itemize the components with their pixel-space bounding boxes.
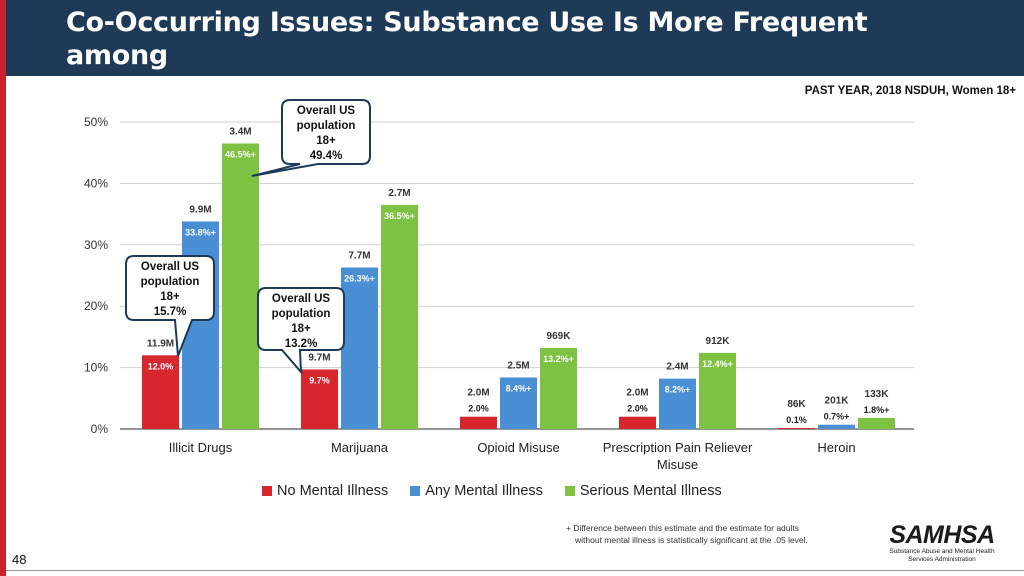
bar-count-label: 86K [787,399,806,410]
bar-percent-label: 0.7%+ [824,412,850,422]
category-label: Opioid Misuse [477,440,559,455]
legend-label: Serious Mental Illness [579,483,722,499]
bar [778,428,815,429]
bar-percent-label: 36.5%+ [384,211,415,221]
bar [301,369,338,429]
legend-item-no-mental-illness: No Mental Illness [262,483,388,499]
bar [619,416,656,429]
bar-percent-label: 2.0% [468,404,489,414]
bar-count-label: 2.0M [626,388,648,399]
bar [540,347,577,429]
chart-legend: No Mental Illness Any Mental Illness Ser… [262,483,722,499]
category-label: Marijuana [331,440,389,455]
callout-text: 15.7% [154,306,187,318]
bar-count-label: 2.7M [388,188,410,199]
title-banner [6,0,1024,76]
callout-text: 13.2% [285,338,318,350]
bar-percent-label: 9.7% [309,375,330,385]
bar-count-label: 2.4M [666,362,688,373]
title-line-2b: 18 y.o.) with Mental Illness [310,73,713,104]
category-label: Heroin [817,440,855,455]
legend-swatch [410,486,421,496]
bar-percent-label: 8.2%+ [665,385,691,395]
bar-count-label: 7.7M [348,251,370,262]
callout-bubble [125,255,215,357]
bar-count-label: 9.7M [308,352,330,363]
y-tick-label: 50% [84,115,108,129]
bar [858,417,895,429]
y-tick-label: 20% [84,299,108,313]
logo-subtitle-1: Substance Abuse and Mental Health [889,548,995,555]
bar-count-label: 3.4M [229,126,251,137]
callout-text: Overall US [141,261,199,273]
bar [659,378,696,429]
y-tick-label: 0% [91,422,109,436]
callout-text: 18+ [316,135,336,147]
bar-count-label: 201K [825,396,850,407]
callout-text: population [141,276,200,288]
bar-count-label: 9.9M [189,204,211,215]
bar-count-label: 969K [547,331,572,342]
logo-subtitle-2: Services Administration [908,556,976,563]
left-accent-bar [0,0,6,576]
bar-percent-label: 26.3%+ [344,274,375,284]
footnote-line-2: without mental illness is statistically … [575,535,808,545]
category-label: Illicit Drugs [169,440,233,455]
callout-text: population [272,308,331,320]
y-tick-label: 10% [84,361,108,375]
bar-count-label: 11.9M [147,338,174,349]
logo-wordmark: SAMHSA [889,521,995,549]
bar [460,416,497,429]
bar [699,352,736,429]
bar-percent-label: 1.8%+ [864,405,890,415]
callout-text: population [297,120,356,132]
legend-label: No Mental Illness [277,483,389,499]
bar [142,355,179,429]
legend-swatch [262,486,272,496]
callout-text: 18+ [291,323,311,335]
slide-title: Co-Occurring Issues: Substance Use Is Mo… [66,6,966,105]
title-gte-symbol: > [287,73,311,104]
bar [222,143,259,430]
bar-percent-label: 8.4%+ [506,383,532,393]
page-number: 48 [12,552,27,567]
bar-count-label: 133K [865,389,890,400]
footnote-line-1: + Difference between this estimate and t… [566,523,800,533]
bar-percent-label: 12.4%+ [702,359,733,369]
bar-percent-label: 46.5%+ [225,149,256,159]
bar-count-label: 912K [706,336,731,347]
category-label: Misuse [657,457,698,472]
bar [341,267,378,429]
bar-percent-label: 0.1% [786,415,807,425]
legend-label: Any Mental Illness [425,483,543,499]
callout-text: Overall US [272,293,330,305]
bar-count-label: 2.0M [467,388,489,399]
legend-swatch [564,486,575,496]
bar [818,424,855,429]
bar-percent-label: 12.0% [148,361,174,371]
bar-percent-label: 33.8%+ [185,227,216,237]
legend-item-serious-mental-illness: Serious Mental Illness [564,483,722,499]
title-line-2a: Adult Women ( [66,73,288,104]
callout-text: Overall US [297,105,355,117]
legend-item-any-mental-illness: Any Mental Illness [410,483,543,499]
callout-text: 18+ [160,291,180,303]
title-line-1: Co-Occurring Issues: Substance Use Is Mo… [66,7,868,71]
bar [381,204,418,429]
category-label: Prescription Pain Reliever [603,440,753,455]
y-tick-label: 30% [84,238,108,252]
bar-percent-label: 2.0% [627,404,648,414]
y-tick-label: 40% [84,176,108,190]
bottom-divider [6,570,1024,571]
chart-subtitle: PAST YEAR, 2018 NSDUH, Women 18+ [804,85,1016,97]
bar [500,377,537,429]
callout-bubble [251,99,371,177]
callout-text: 49.4% [310,150,343,162]
bar-percent-label: 13.2%+ [543,354,574,364]
bar-count-label: 2.5M [507,360,529,371]
samhsa-logo: SAMHSA Substance Abuse and Mental Health… [882,522,1002,564]
significance-footnote: + Difference between this estimate and t… [566,522,866,546]
callout-bubble [257,287,345,375]
